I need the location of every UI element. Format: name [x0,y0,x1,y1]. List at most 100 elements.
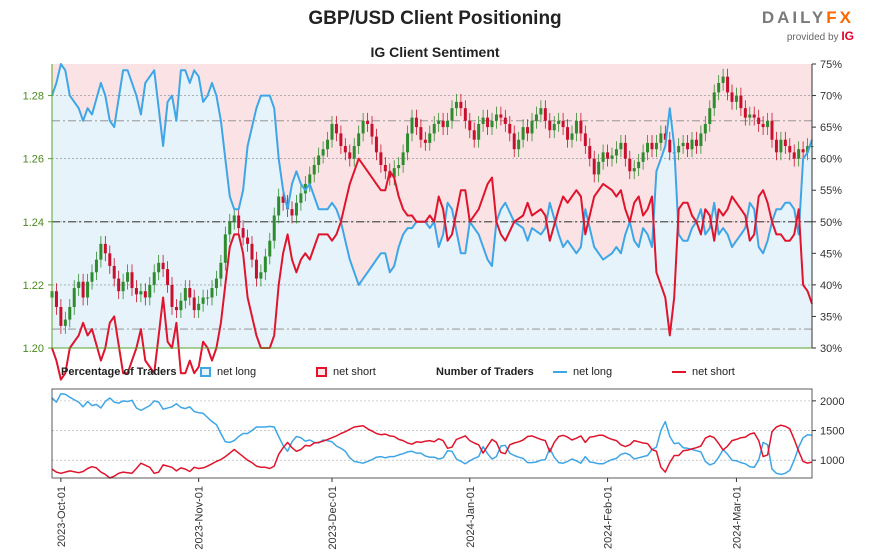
candle-body [503,117,507,124]
x-tick-label: 2023-Dec-01 [327,486,339,550]
candle-body [223,234,227,263]
y-right-tick-label: 35% [820,311,842,323]
candle-body [543,108,547,121]
legend-pct-short-label: net short [333,366,376,378]
candle-body [254,259,258,279]
candle-body [392,168,396,178]
candle-body [526,127,530,134]
legend-pct-long-label: net long [217,366,257,378]
candle-body [806,146,810,153]
candle-body [517,139,521,150]
candle-body [330,123,334,140]
candle-body [663,133,667,140]
candle-body [588,146,592,159]
candle-body [232,215,236,222]
candle-body [397,164,401,169]
candle-body [583,133,587,147]
candle-body [326,139,330,150]
candle-body [548,120,552,131]
candle-body [210,288,214,298]
legend-number-header: Number of Traders [436,366,534,378]
candle-body [379,152,383,165]
candle-body [339,133,343,147]
x-tick-label: 2024-Jan-01 [465,486,477,548]
candle-body [512,133,516,150]
candle-body [214,278,218,289]
candle-body [712,92,716,109]
y-right-tick-label: 30% [820,343,842,355]
chart-subtitle: IG Client Sentiment [370,44,500,60]
candle-body [139,291,143,295]
candle-body [219,262,223,279]
candle-body [792,152,796,159]
candle-body [170,284,174,307]
y-number-tick-label: 1000 [820,455,844,467]
candle-body [241,228,245,238]
candle-body [112,265,116,279]
candle-body [90,272,94,282]
candle-body [748,114,752,118]
candle-body [797,149,801,159]
candle-body [406,133,410,153]
candle-body [592,158,596,175]
candle-body [81,281,85,298]
y-right-tick-label: 70% [820,91,842,103]
candle-body [499,114,503,118]
short-pct-line [51,157,813,381]
candle-body [739,95,743,109]
candle-body [637,161,641,169]
logo-word-daily: DAILY [761,8,827,27]
legend-num-short-label: net short [692,366,735,378]
lower-axes: 1000 1500 2000 [51,388,844,479]
candle-body [668,139,672,153]
candle-body [246,237,250,244]
candle-body [654,142,658,150]
candle-body [659,133,663,143]
logo-wordmark: DAILYFX [762,8,854,28]
legend-num-long: net long [553,366,612,378]
candle-body [250,243,254,260]
candle-body [263,256,267,273]
y-right-tick-label: 50% [820,217,842,229]
candle-body [530,120,534,134]
candle-body [552,123,556,131]
x-axis: 2023-Oct-01 2023-Nov-01 2023-Dec-01 2024-Ja… [56,478,743,550]
candle-body [472,130,476,140]
candle-body [579,120,583,134]
candle-body [183,288,187,301]
candle-body [623,142,627,159]
candle-body [570,133,574,140]
candle-body [694,139,698,147]
main-axes: 1.20 1.22 1.24 1.26 1.28 30% 35% 40% 45% 50% 55% 60… [23,59,843,355]
candle-body [539,108,543,115]
x-tick-label: 2024-Feb-01 [603,486,615,549]
legend-bar: Percentage of Traders net long net short… [0,366,870,386]
candle-body [490,120,494,128]
candle-body [534,114,538,121]
candle-body [699,133,703,147]
candle-body [348,152,352,159]
candle-body [99,243,103,260]
candle-body [361,120,365,134]
candle-body [317,155,321,165]
logo-provided-text: provided by [786,32,839,43]
legend-line-short [672,371,686,373]
logo-ig: IG [841,29,854,43]
candle-body [454,101,458,109]
candle-body [743,108,747,118]
candle-body [703,123,707,134]
y-number-tick-label: 2000 [820,396,844,408]
candle-body [410,117,414,134]
y-right-tick-label: 45% [820,248,842,260]
candle-body [446,120,450,128]
candle-body [126,272,130,282]
candle-body [161,262,165,270]
candle-body [383,164,387,172]
candle-body [428,133,432,143]
candle-body [757,117,761,124]
legend-pct-short: net short [316,366,376,378]
candle-body [63,319,67,326]
candle-body [277,196,281,216]
y-right-tick-label: 65% [820,122,842,134]
